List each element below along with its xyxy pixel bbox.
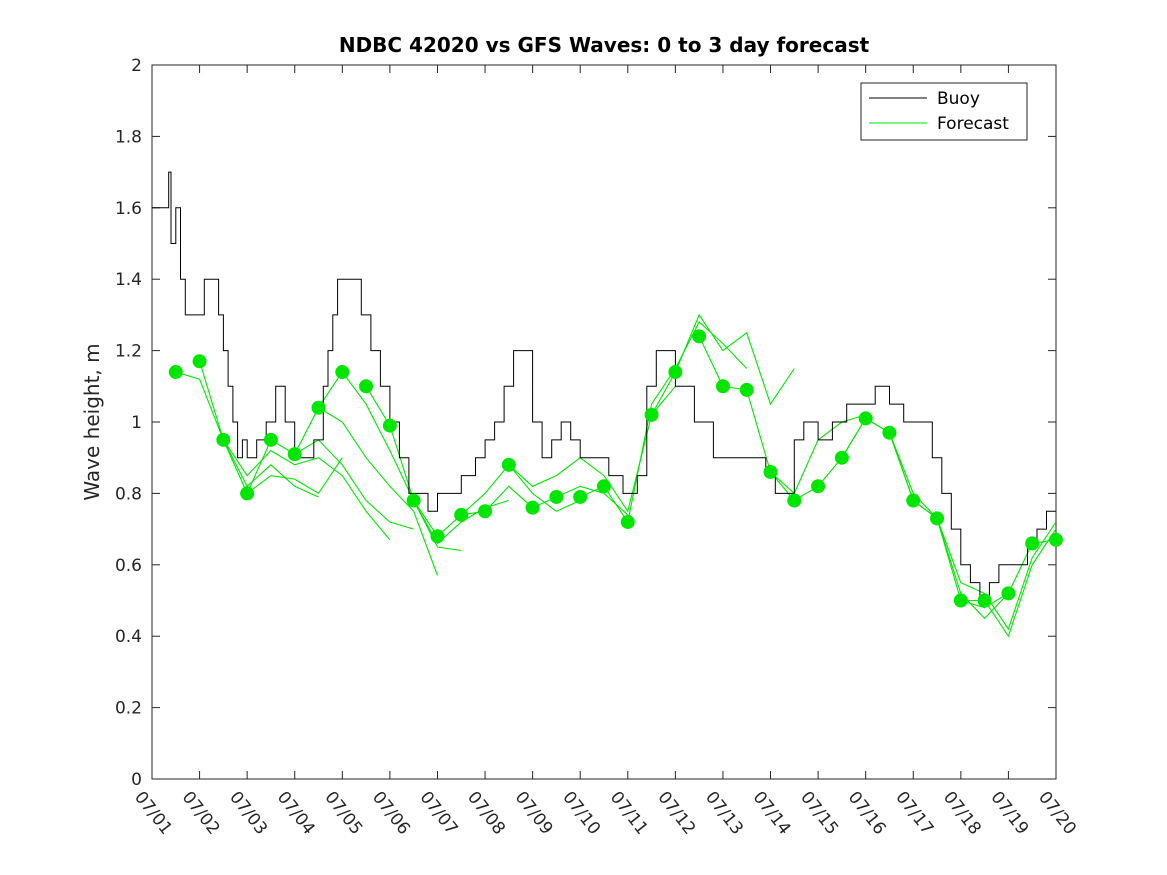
- legend-label-forecast: Forecast: [937, 114, 1009, 134]
- y-tick-label: 0.8: [115, 484, 142, 504]
- y-tick-label: 2: [131, 56, 142, 76]
- forecast-point: [787, 493, 802, 508]
- y-tick-label: 1.8: [115, 127, 142, 147]
- forecast-point: [406, 493, 421, 508]
- y-axis-label: Wave height, m: [80, 343, 104, 500]
- forecast-point: [359, 379, 374, 394]
- forecast-point: [335, 365, 350, 380]
- forecast-point: [858, 411, 873, 426]
- forecast-point: [977, 593, 992, 608]
- forecast-point: [382, 418, 397, 433]
- forecast-point: [454, 507, 469, 522]
- forecast-point: [668, 365, 683, 380]
- forecast-point: [501, 457, 516, 472]
- forecast-point: [715, 379, 730, 394]
- forecast-point: [834, 450, 849, 465]
- forecast-point: [549, 489, 564, 504]
- forecast-point: [953, 593, 968, 608]
- forecast-run-line: [936, 518, 1057, 638]
- forecast-run-line: [222, 439, 391, 541]
- forecast-point: [430, 529, 445, 544]
- forecast-point: [263, 432, 278, 447]
- forecast-point: [573, 489, 588, 504]
- forecast-point: [930, 511, 945, 526]
- y-tick-label: 1.4: [115, 270, 142, 290]
- forecast-point: [644, 407, 659, 422]
- forecast-point: [168, 365, 183, 380]
- forecast-point: [192, 354, 207, 369]
- forecast-point: [1049, 532, 1063, 547]
- forecast-point: [525, 500, 540, 515]
- forecast-point: [811, 479, 826, 494]
- y-tick-label: 1.6: [115, 199, 142, 219]
- y-tick-label: 0.6: [115, 556, 142, 576]
- forecast-point: [1001, 586, 1016, 601]
- buoy-line: [152, 171, 1056, 601]
- legend: Buoy Forecast: [860, 82, 1028, 141]
- y-tick-label: 0: [131, 770, 142, 790]
- legend-box: [860, 82, 1028, 141]
- forecast-point: [597, 479, 611, 494]
- forecast-point: [287, 447, 302, 462]
- forecast-point: [1025, 536, 1040, 551]
- forecast-point: [311, 400, 326, 415]
- legend-label-buoy: Buoy: [937, 89, 980, 109]
- forecast-point: [763, 464, 778, 479]
- y-tick-label: 1: [131, 413, 142, 433]
- chart-title: NDBC 42020 vs GFS Waves: 0 to 3 day fore…: [339, 33, 870, 57]
- forecast-point: [240, 486, 255, 501]
- forecast-point: [478, 504, 493, 519]
- forecast-point: [620, 514, 635, 529]
- forecast-point: [906, 493, 921, 508]
- y-tick-label: 0.4: [115, 627, 142, 647]
- forecast-point: [692, 329, 707, 344]
- forecast-run-line: [175, 371, 319, 498]
- y-tick-label: 1.2: [115, 342, 142, 362]
- y-tick-label: 0.2: [115, 699, 142, 719]
- forecast-run-line: [508, 385, 676, 513]
- forecast-run-line: [579, 321, 748, 524]
- forecast-point: [882, 425, 897, 440]
- forecast-point: [739, 382, 754, 397]
- forecast-point: [216, 432, 231, 447]
